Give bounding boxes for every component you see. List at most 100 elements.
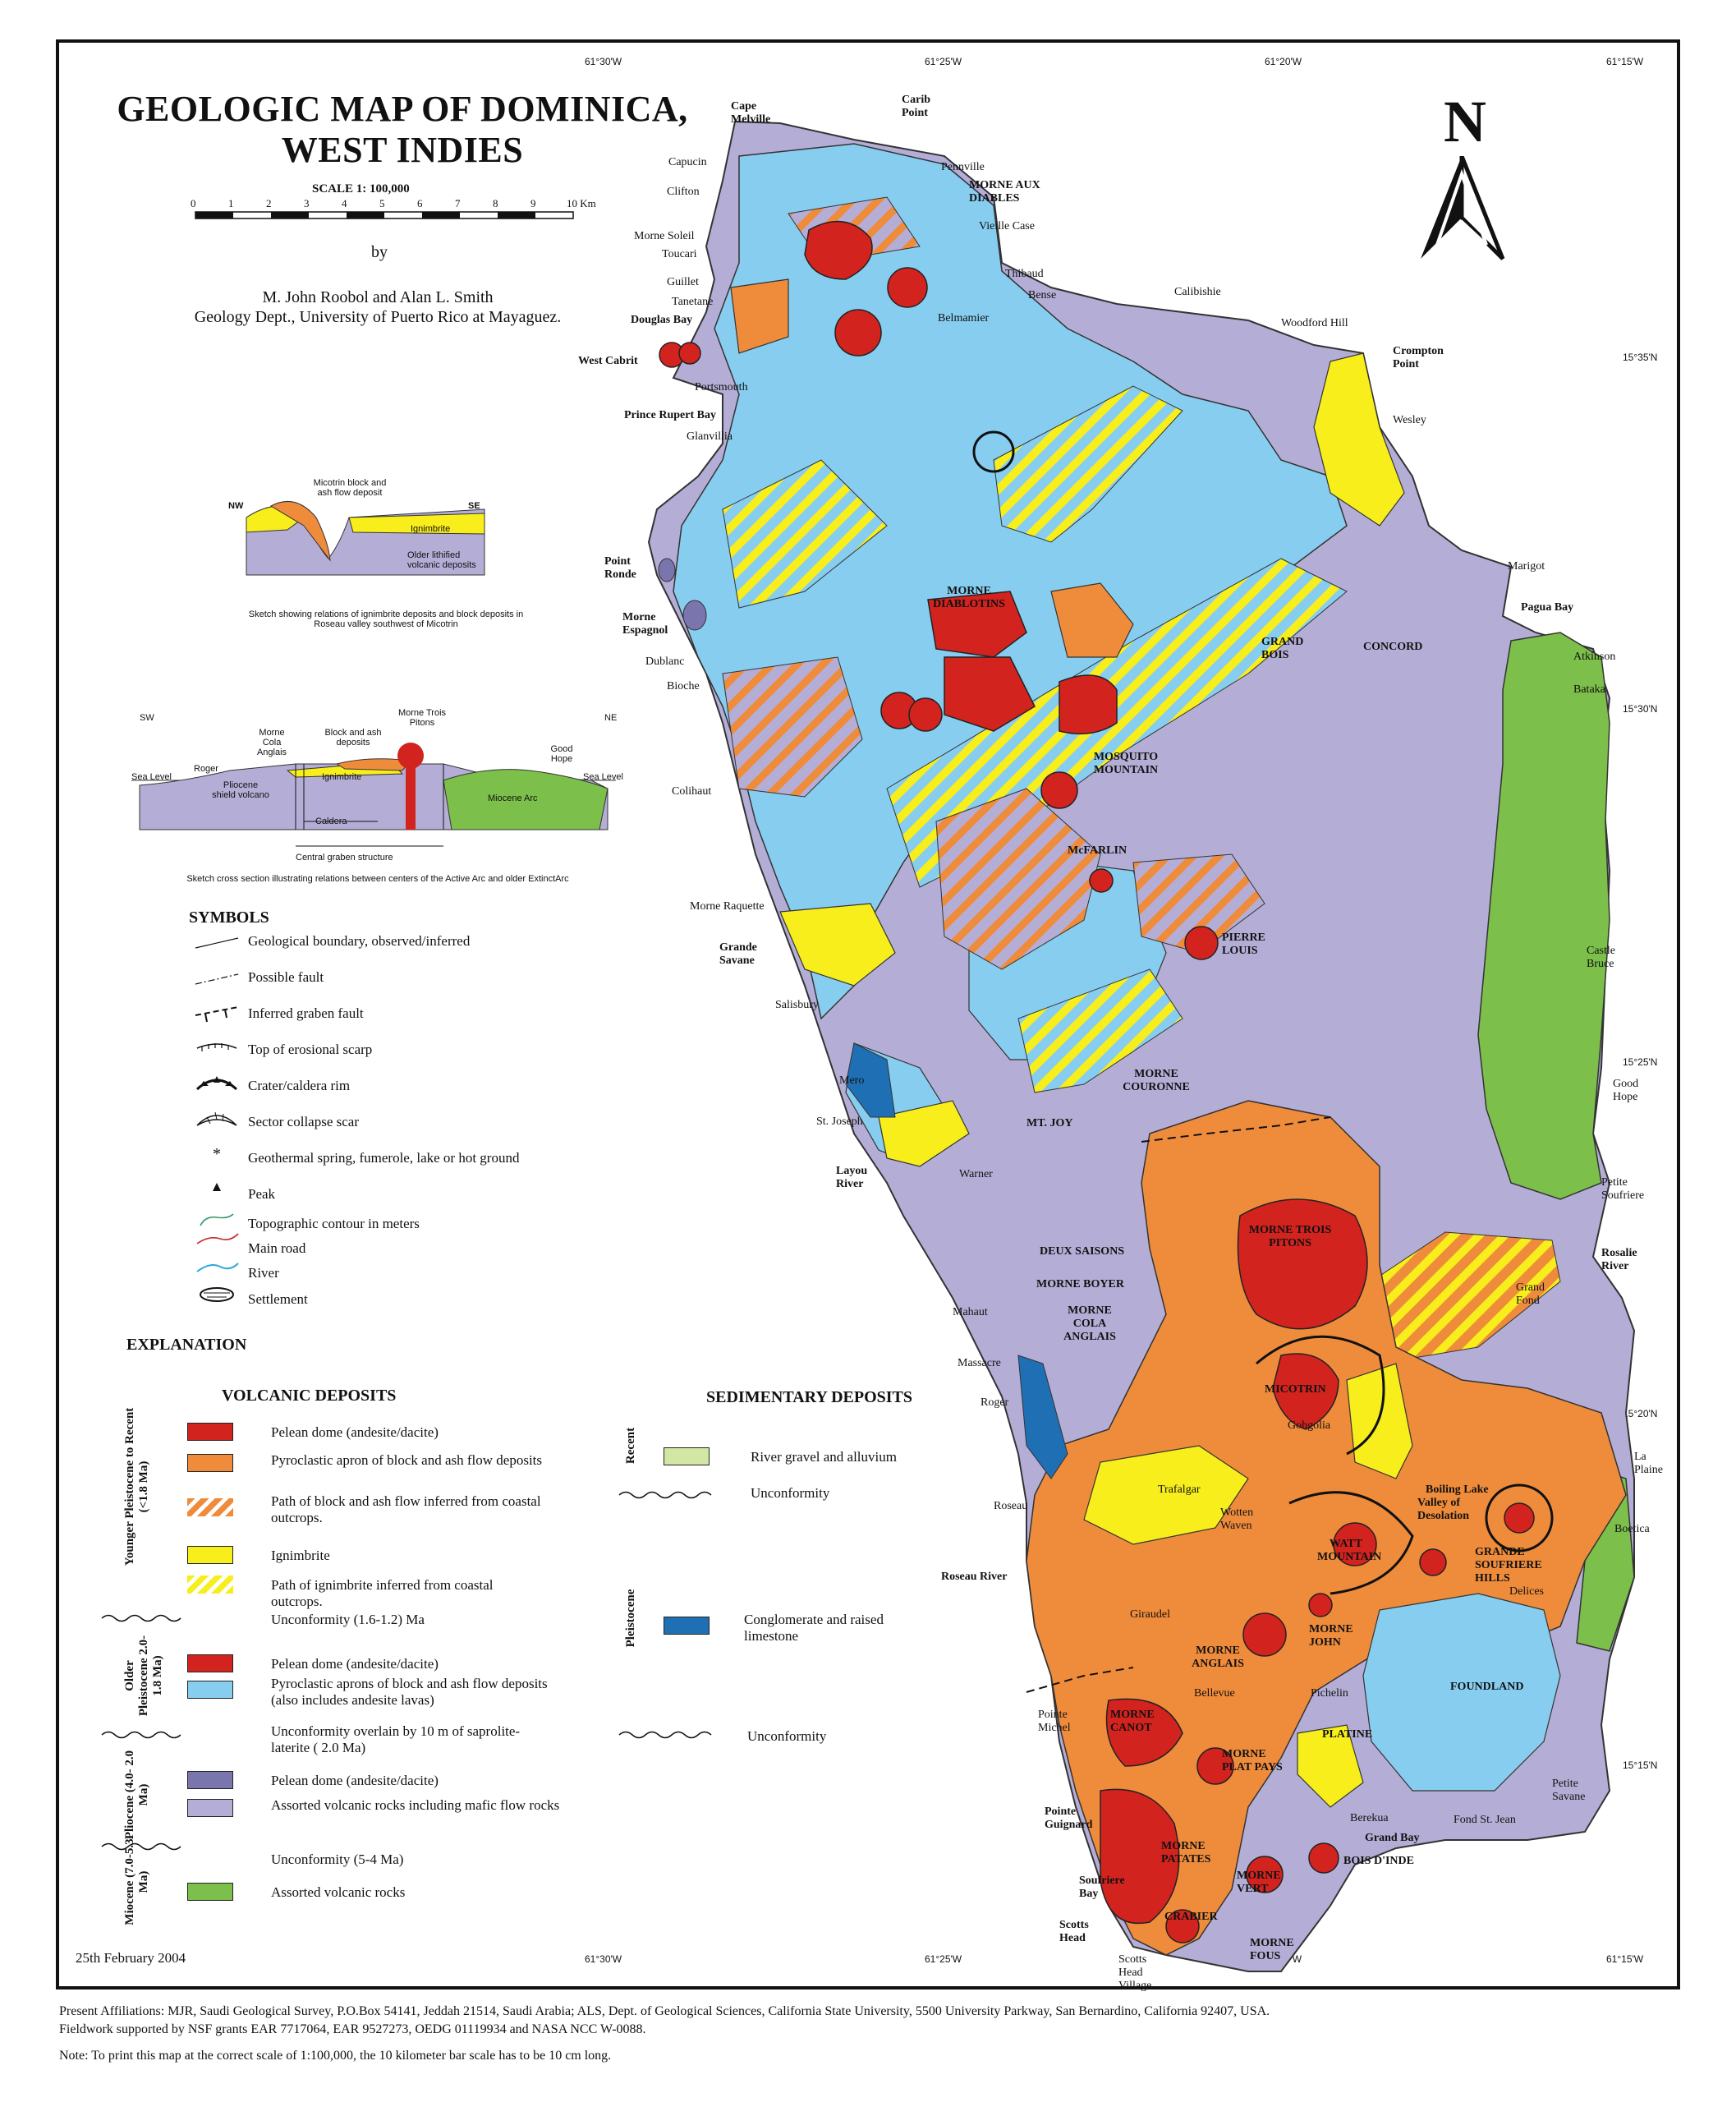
dome-crabier xyxy=(1165,1909,1200,1944)
legend-label: Assorted volcanic rocks including mafic … xyxy=(271,1797,560,1813)
legend-label: Unconformity xyxy=(751,1485,830,1501)
place-label: MORNE BOYER xyxy=(1036,1278,1124,1290)
scale-ticks: 0 1 2 3 4 5 6 7 8 9 10 Km xyxy=(187,197,614,214)
dome-morne-trois-pitons xyxy=(1237,1198,1368,1330)
dome-morne-anglais xyxy=(1242,1612,1287,1657)
settlement-icon xyxy=(200,1287,234,1302)
unit-miocene-east xyxy=(1477,632,1610,1200)
place-label: Wesley xyxy=(1393,414,1426,426)
legend-label: Pyroclastic apron of block and ash flow … xyxy=(271,1452,543,1468)
symbol-label: Top of erosional scarp xyxy=(248,1042,373,1057)
place-label: MORNE VERT xyxy=(1237,1870,1281,1895)
place-label: MORNE COLA ANGLAIS xyxy=(1063,1304,1116,1343)
coord-top-1: 61°30'W xyxy=(585,56,622,67)
place-label: Thibaud xyxy=(1005,268,1044,280)
place-label: MORNE PLAT PAYS xyxy=(1222,1748,1283,1773)
dome-diablotins-4 xyxy=(908,697,943,732)
sketch2-roger: Roger xyxy=(194,764,218,774)
graben-fault-line-west xyxy=(1026,1667,1134,1693)
place-label: Warner xyxy=(959,1168,993,1180)
place-label: Valley of Desolation xyxy=(1417,1497,1469,1522)
scale-tick: 3 xyxy=(304,197,310,209)
north-arrow-icon xyxy=(1421,156,1505,260)
symbol-label: Geothermal spring, fumerole, lake or hot… xyxy=(248,1150,520,1166)
coord-right-2: 15°30'N xyxy=(1623,703,1658,715)
swatch-pelean-dome-older xyxy=(187,1654,233,1672)
coord-bottom-4: 61°15'W xyxy=(1606,1953,1644,1965)
sedimentary-heading: SEDIMENTARY DEPOSITS xyxy=(706,1388,913,1406)
place-label: Trafalgar xyxy=(1158,1484,1201,1496)
sketch2-pliocene: Pliocene shield volcano xyxy=(212,780,269,800)
sketch2-good-hope: Good Hope xyxy=(550,744,573,764)
place-label: Mero xyxy=(839,1074,865,1087)
legend-label: Assorted volcanic rocks xyxy=(271,1884,406,1900)
place-label: Morne Soleil xyxy=(634,230,695,242)
fault-line-icon xyxy=(195,973,239,985)
unit-young-pyroclastic-north xyxy=(730,278,789,354)
dome-morne-john xyxy=(1308,1593,1333,1617)
road-icon xyxy=(196,1233,239,1244)
coord-top-4: 61°15'W xyxy=(1606,56,1644,67)
river-icon xyxy=(196,1263,239,1272)
place-label: Clifton xyxy=(667,186,700,198)
unit-ignimbrite-path-north xyxy=(993,385,1183,543)
dome-morne-patates xyxy=(1100,1788,1180,1925)
place-label: Petite Soufriere xyxy=(1601,1176,1645,1202)
dome-pliocene-espagnol xyxy=(682,600,707,631)
place-label: Vieille Case xyxy=(979,220,1035,232)
coord-top-3: 61°20'W xyxy=(1265,56,1302,67)
sketch2-graben: Central graben structure xyxy=(296,853,393,862)
place-label: Grande Savane xyxy=(719,941,757,967)
place-label: Roger xyxy=(981,1396,1009,1409)
legend-label: Pyroclastic aprons of block and ash flow… xyxy=(271,1676,548,1708)
dome-plat-pays xyxy=(1196,1747,1234,1785)
place-label: Douglas Bay xyxy=(631,314,693,326)
place-label: BOIS D'INDE xyxy=(1343,1855,1414,1867)
svg-text:*: * xyxy=(213,1145,221,1163)
dome-diablotins xyxy=(927,591,1027,658)
place-label: WATT MOUNTAIN xyxy=(1317,1538,1382,1563)
symbol-label: Peak xyxy=(248,1186,276,1202)
unit-conglomerate-roger xyxy=(1017,1355,1068,1479)
explanation-heading: EXPLANATION xyxy=(126,1336,247,1354)
place-label: MICOTRIN xyxy=(1265,1383,1326,1396)
legend-label: Pelean dome (andesite/dacite) xyxy=(271,1424,439,1440)
place-label: MORNE FOUS xyxy=(1250,1937,1294,1962)
dome-grande-soufriere xyxy=(1504,1502,1535,1534)
scale-tick: 9 xyxy=(530,197,536,209)
legend-label: Pelean dome (andesite/dacite) xyxy=(271,1773,439,1788)
dome-pierre-louis xyxy=(1184,926,1219,960)
geothermal-icon: * xyxy=(213,1145,221,1163)
place-label: Bioche xyxy=(667,680,700,692)
scale-tick: 1 xyxy=(228,197,234,209)
coord-right-5: 15°15'N xyxy=(1623,1760,1658,1771)
dome-morne-aux-diables xyxy=(804,220,873,280)
swatch-ignimbrite xyxy=(187,1546,233,1564)
caldera-micotrin xyxy=(1256,1335,1385,1456)
place-label: Soufriere Bay xyxy=(1079,1874,1125,1900)
place-label: Salisbury xyxy=(775,999,819,1011)
place-label: Giraudel xyxy=(1130,1608,1170,1621)
place-label: Petite Savane xyxy=(1552,1778,1586,1803)
place-label: Dublanc xyxy=(645,656,685,668)
place-label: Bataka xyxy=(1573,683,1605,696)
sketch2-ne: NE xyxy=(604,713,618,723)
scale-tick: 2 xyxy=(266,197,272,209)
domes xyxy=(659,220,1535,1944)
place-label: MORNE COURONNE xyxy=(1123,1068,1190,1093)
map-date: 25th February 2004 xyxy=(76,1950,186,1966)
coord-right-3: 15°25'N xyxy=(1623,1056,1658,1068)
dome-diablotins-2 xyxy=(944,656,1036,732)
dome-north-2 xyxy=(834,309,882,356)
legend-label: Unconformity overlain by 10 m of saproli… xyxy=(271,1723,521,1755)
dome-east-diablotins xyxy=(1059,674,1118,735)
place-label: FOUNDLAND xyxy=(1450,1681,1524,1693)
unit-block-ash-path-west xyxy=(722,656,863,798)
swatch-pelean-dome-pliocene xyxy=(187,1771,233,1789)
authors: M. John Roobol and Alan L. Smith Geology… xyxy=(148,288,608,327)
author-names: M. John Roobol and Alan L. Smith xyxy=(262,288,494,306)
legend-label: Unconformity (5-4 Ma) xyxy=(271,1852,404,1867)
symbol-label: Settlement xyxy=(248,1291,308,1307)
sketch1-nw: NW xyxy=(228,501,244,511)
